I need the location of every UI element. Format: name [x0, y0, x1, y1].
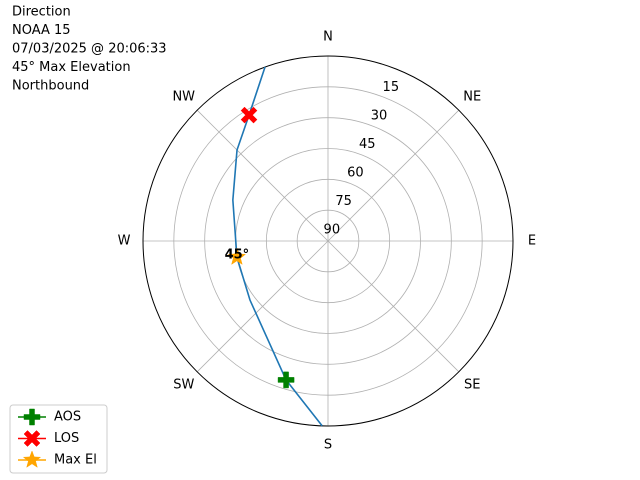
- r-tick-label: 75: [335, 194, 352, 209]
- direction-label: SE: [464, 378, 480, 393]
- legend-label: Max El: [54, 453, 97, 468]
- r-tick-label: 30: [371, 108, 388, 123]
- title-line: Northbound: [12, 79, 89, 94]
- r-tick-label: 15: [383, 80, 400, 95]
- direction-label: W: [118, 234, 131, 249]
- direction-label: NE: [463, 89, 481, 104]
- legend-marker: [23, 430, 41, 447]
- direction-label: SW: [173, 378, 194, 393]
- legend-label: AOS: [54, 410, 81, 425]
- r-tick-label: 90: [324, 222, 341, 237]
- title-line: NOAA 15: [12, 23, 71, 38]
- r-tick-label: 45: [359, 137, 376, 152]
- direction-label: S: [324, 438, 332, 453]
- legend-label: LOS: [54, 431, 79, 446]
- marker: [227, 247, 247, 265]
- value-label: 45°: [225, 248, 250, 263]
- title-line: 07/03/2025 @ 20:06:33: [12, 42, 167, 57]
- grid-spoke: [196, 109, 329, 242]
- legend-marker: [23, 408, 41, 426]
- r-tick-label: 60: [347, 165, 364, 180]
- grid-spoke: [196, 240, 329, 373]
- grid-spoke: [327, 109, 460, 242]
- title-line: Direction: [12, 5, 71, 20]
- polar-frame: [142, 55, 514, 427]
- legend-marker: [22, 450, 42, 468]
- marker: [277, 371, 295, 389]
- grid-spoke: [327, 240, 460, 373]
- direction-label: NW: [172, 89, 195, 104]
- direction-label: E: [528, 234, 536, 249]
- direction-label: N: [323, 30, 333, 45]
- marker: [240, 106, 258, 124]
- title-line: 45° Max Elevation: [12, 60, 131, 75]
